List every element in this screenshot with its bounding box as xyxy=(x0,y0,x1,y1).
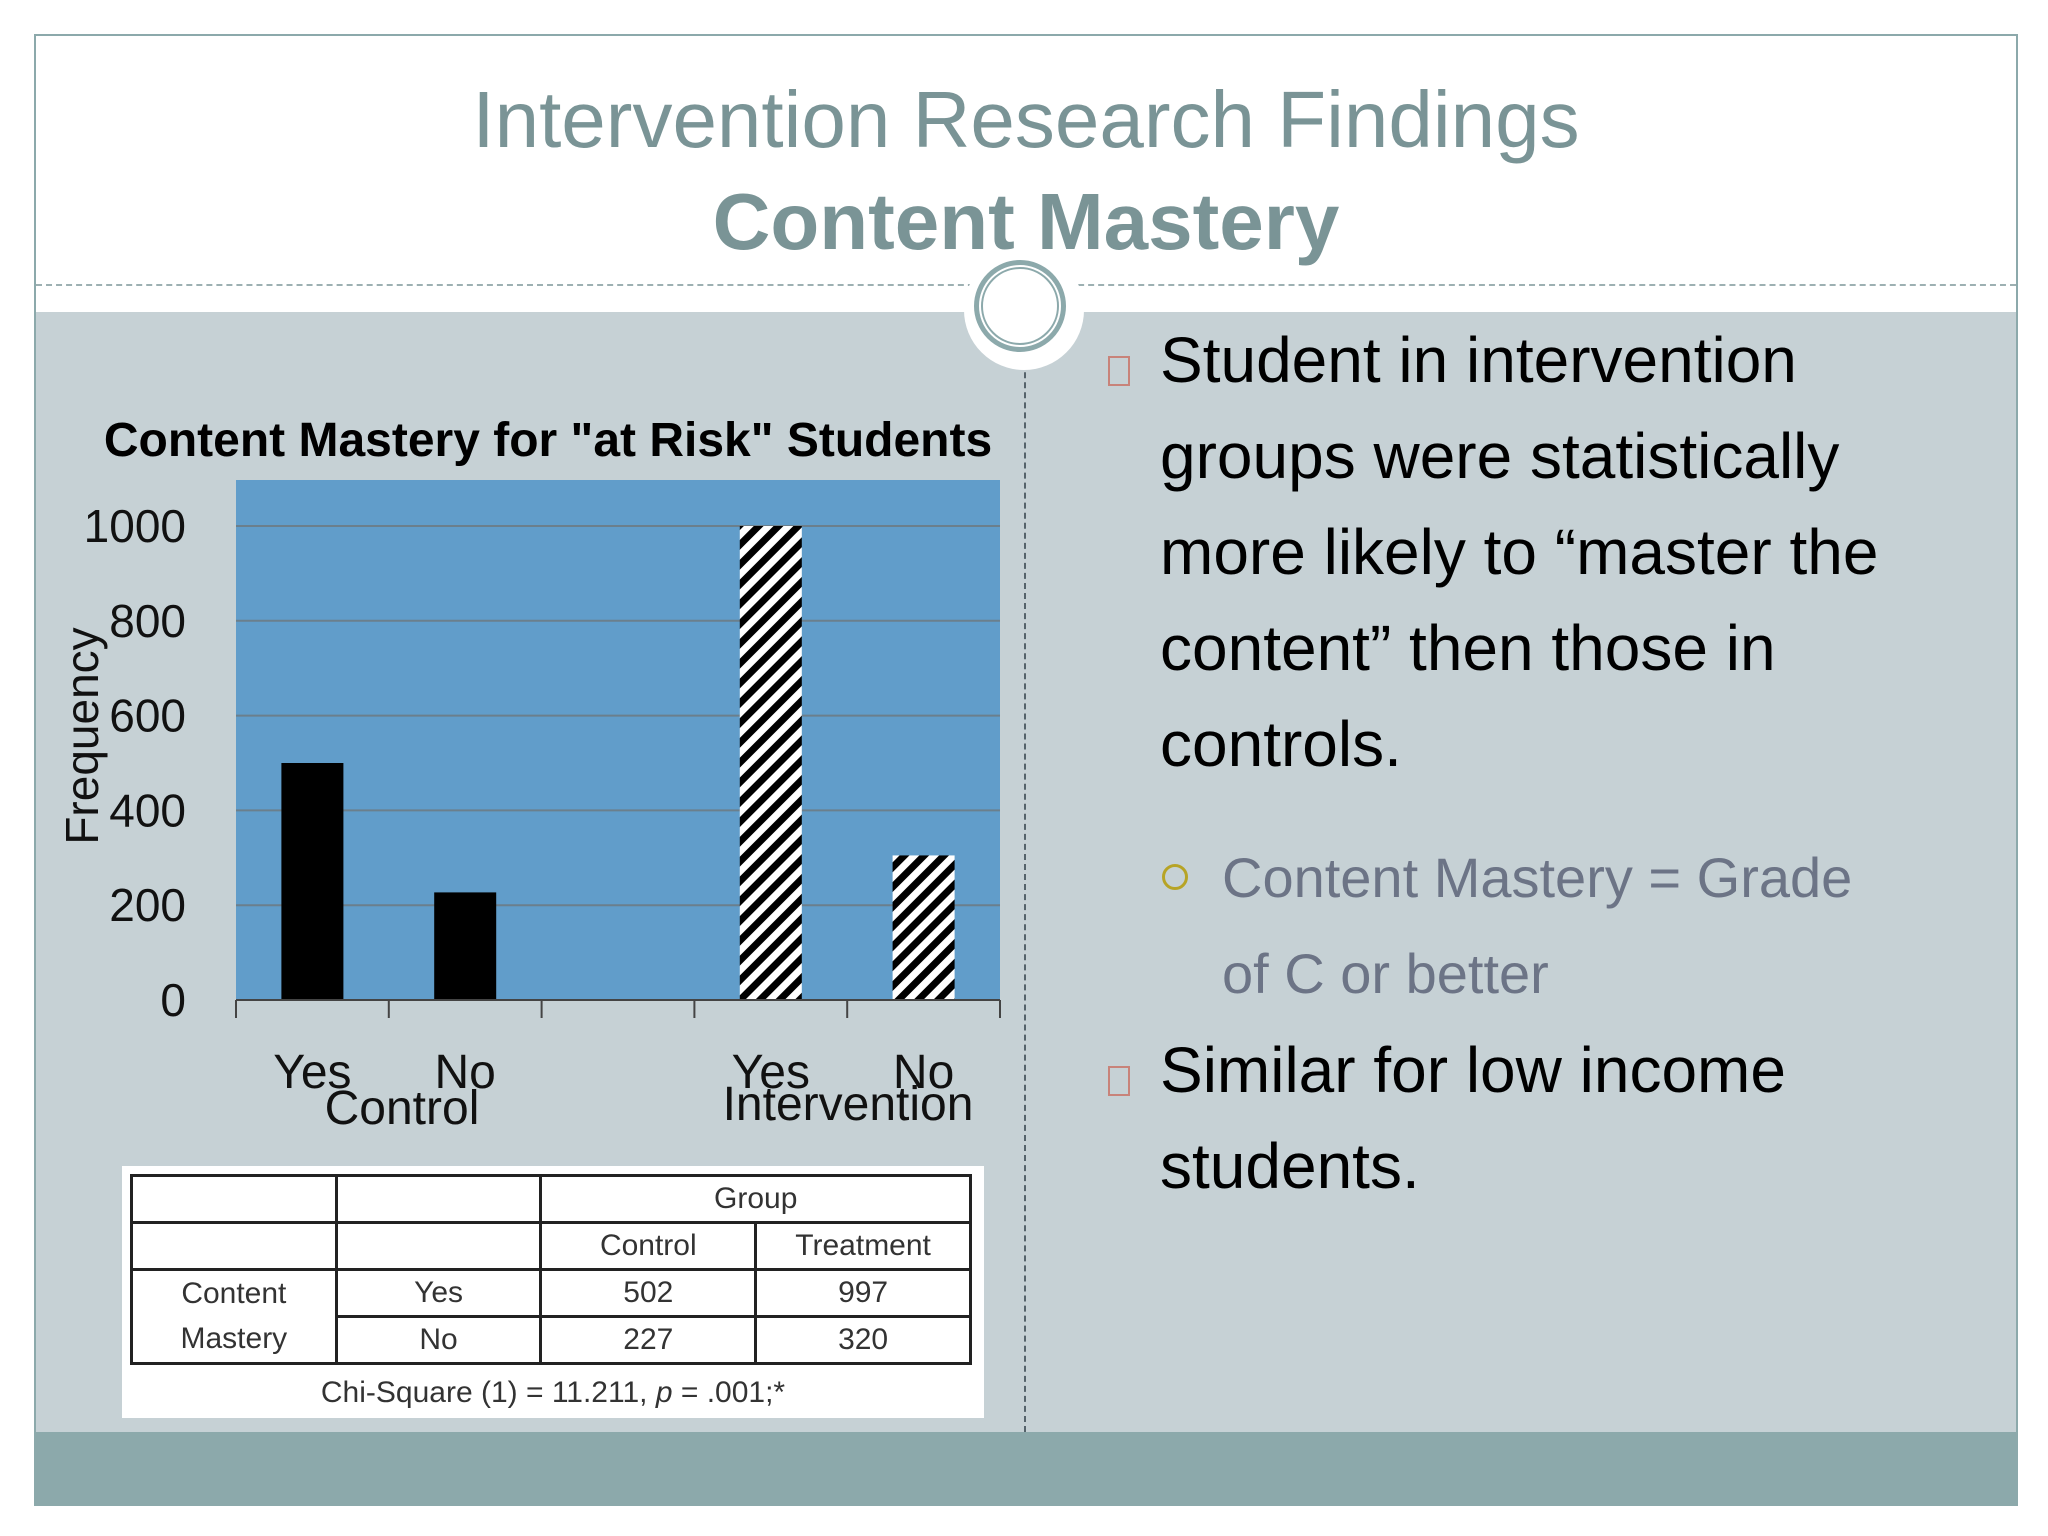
bullet-2-line: students. xyxy=(1160,1130,1420,1202)
bar xyxy=(281,763,344,1000)
category-labels: Yes No Yes No xyxy=(273,1046,954,1099)
gridlines xyxy=(236,525,1000,907)
table-header-control: Control xyxy=(539,1221,758,1271)
table-row-sublabel: Yes xyxy=(334,1268,543,1318)
y-axis-tick-labels: 0 200 400 600 800 1000 xyxy=(84,500,186,1026)
slide-title: Intervention Research Findings xyxy=(472,75,1580,164)
column-divider xyxy=(1024,312,1026,1432)
title-area: Intervention Research Findings Content M… xyxy=(36,36,2016,286)
category-label: No xyxy=(893,1046,954,1099)
sub-bullet-circle-icon xyxy=(1162,864,1188,890)
y-tick-label: 200 xyxy=(109,879,186,931)
frequency-table: Group Control Treatment Content Yes 502 … xyxy=(130,1174,972,1365)
footer-band xyxy=(36,1432,2016,1504)
x-axis-ticks xyxy=(235,1000,1001,1018)
table-row-label: Mastery xyxy=(130,1316,338,1365)
table-cell: 997 xyxy=(754,1268,972,1318)
y-tick-label: 600 xyxy=(109,690,186,742)
y-tick-label: 400 xyxy=(109,784,186,836)
bullet-2: Similar for low income students. xyxy=(1160,1022,1786,1214)
bullet-marker-icon xyxy=(1108,1066,1130,1096)
bar xyxy=(434,892,497,1000)
table-row-sublabel: No xyxy=(334,1315,543,1365)
bullet-2-line: Similar for low income xyxy=(1160,1034,1786,1106)
group-label-control: Control xyxy=(325,1082,480,1135)
table-row: Mastery No 227 320 xyxy=(130,1315,972,1365)
table-cell: 502 xyxy=(539,1268,758,1318)
table-cell xyxy=(334,1221,543,1271)
y-axis-title: Frequency xyxy=(56,627,108,844)
ornament-inner-ring xyxy=(981,267,1059,345)
bar xyxy=(892,855,955,1000)
category-label: No xyxy=(435,1046,496,1099)
bullet-1-line: content” then those in xyxy=(1160,612,1776,684)
bullet-1-line: more likely to “master the xyxy=(1160,516,1879,588)
ornament-ring xyxy=(974,260,1066,352)
chart-title: Content Mastery for "at Risk" Students xyxy=(104,414,992,467)
table-header-treatment: Treatment xyxy=(754,1221,972,1271)
bar xyxy=(739,526,802,1000)
table-cell xyxy=(130,1221,338,1271)
sub-bullet: Content Mastery = Grade of C or better xyxy=(1222,830,1852,1022)
category-label: Yes xyxy=(273,1046,351,1099)
bullet-1: Student in intervention groups were stat… xyxy=(1160,312,1878,792)
table-cell: 227 xyxy=(539,1315,758,1365)
table-subheader-row: Control Treatment xyxy=(130,1221,972,1271)
bullet-1-line: controls. xyxy=(1160,708,1402,780)
slide-subtitle: Content Mastery xyxy=(712,177,1340,266)
category-label: Yes xyxy=(732,1046,810,1099)
bar-chart: Content Mastery for "at Risk" Students 0… xyxy=(56,414,1001,1135)
chi-square-note: Chi-Square (1) = 11.211, p = .001;* xyxy=(122,1376,984,1410)
table-row: Content Yes 502 997 xyxy=(130,1268,972,1318)
table-header-group: Group xyxy=(539,1174,972,1224)
y-tick-label: 0 xyxy=(160,974,186,1026)
group-label-intervention: Intervention xyxy=(723,1078,974,1131)
table-header-row: Group xyxy=(130,1174,972,1224)
table-cell xyxy=(130,1174,338,1224)
table-cell: 320 xyxy=(754,1315,972,1365)
sub-bullet-line: of C or better xyxy=(1222,942,1549,1005)
y-tick-label: 800 xyxy=(109,595,186,647)
frequency-table-box: Group Control Treatment Content Yes 502 … xyxy=(122,1166,984,1418)
chi-square-p: p xyxy=(655,1376,673,1409)
bullet-marker-icon xyxy=(1108,356,1130,386)
chi-square-suffix: = .001;* xyxy=(672,1376,786,1409)
y-tick-label: 1000 xyxy=(84,500,186,552)
bullet-1-line: groups were statistically xyxy=(1160,420,1840,492)
slide: Intervention Research Findings Content M… xyxy=(34,34,2018,1506)
table-row-label: Content xyxy=(130,1268,338,1317)
sub-bullet-line: Content Mastery = Grade xyxy=(1222,846,1853,909)
bars xyxy=(281,526,955,1000)
bullet-1-line: Student in intervention xyxy=(1160,324,1797,396)
chi-square-prefix: Chi-Square (1) = 11.211, xyxy=(320,1376,656,1409)
plot-area xyxy=(236,480,1000,1000)
table-cell xyxy=(334,1174,543,1224)
